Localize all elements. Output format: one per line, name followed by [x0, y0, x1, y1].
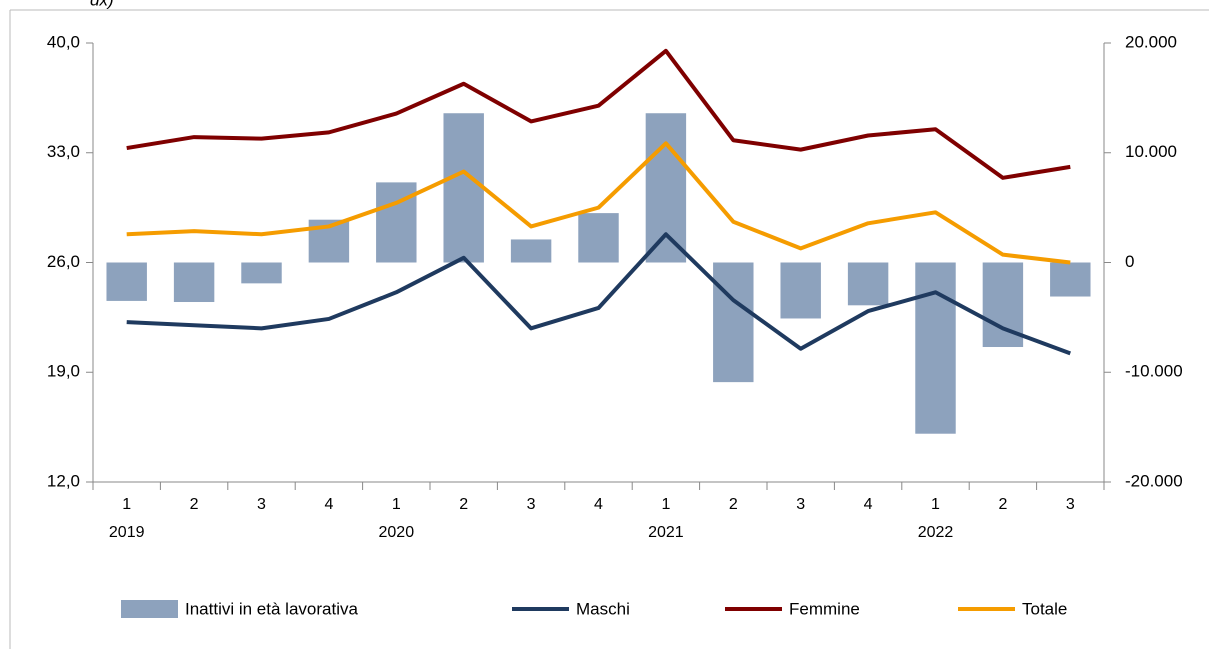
legend-label: Maschi — [576, 599, 630, 618]
x-tick-label: 4 — [594, 496, 603, 513]
x-group-label: 2022 — [918, 524, 954, 541]
y2-tick-label: 10.000 — [1125, 142, 1177, 161]
line — [126, 141, 1071, 265]
x-tick-label: 1 — [661, 496, 670, 513]
x-tick-label: 2 — [729, 496, 738, 513]
legend-swatch — [121, 600, 178, 618]
x-tick-label: 4 — [324, 496, 333, 513]
bar — [241, 262, 282, 284]
y2-tick-label: -20.000 — [1125, 471, 1183, 490]
bar — [915, 262, 956, 434]
x-group-label: 2019 — [109, 524, 145, 541]
y2-tick-label: 20.000 — [1125, 32, 1177, 51]
x-tick-label: 3 — [796, 496, 805, 513]
x-group-label: 2020 — [379, 524, 415, 541]
bar — [443, 113, 484, 263]
line — [126, 232, 1071, 356]
legend-label: Inattivi in età lavorativa — [185, 599, 358, 618]
x-tick-label: 1 — [392, 496, 401, 513]
line — [126, 48, 1071, 180]
x-tick-label: 1 — [122, 496, 131, 513]
y-tick-label: 12,0 — [47, 471, 80, 490]
x-tick-label: 3 — [527, 496, 536, 513]
bar — [510, 239, 552, 263]
bar — [578, 213, 619, 263]
y-tick-label: 26,0 — [47, 252, 80, 271]
bar — [780, 262, 821, 319]
x-group-label: 2021 — [648, 524, 684, 541]
x-tick-label: 3 — [257, 496, 266, 513]
x-tick-label: 4 — [864, 496, 873, 513]
x-tick-label: 2 — [998, 496, 1007, 513]
bar — [847, 262, 889, 306]
bar — [173, 262, 215, 303]
y-tick-label: 33,0 — [47, 142, 80, 161]
bar — [713, 262, 754, 383]
bar — [1050, 262, 1091, 297]
y2-tick-label: -10.000 — [1125, 362, 1183, 381]
x-tick-label: 2 — [190, 496, 199, 513]
x-tick-label: 2 — [459, 496, 468, 513]
note: dx) — [90, 0, 114, 9]
x-tick-label: 1 — [931, 496, 940, 513]
y-tick-label: 19,0 — [47, 362, 80, 381]
legend-label: Totale — [1022, 599, 1067, 618]
legend-label: Femmine — [789, 599, 860, 618]
x-tick-label: 3 — [1066, 496, 1075, 513]
y2-tick-label: 0 — [1125, 252, 1134, 271]
y-tick-label: 40,0 — [47, 32, 80, 51]
bar — [645, 113, 687, 263]
bar — [106, 262, 147, 301]
